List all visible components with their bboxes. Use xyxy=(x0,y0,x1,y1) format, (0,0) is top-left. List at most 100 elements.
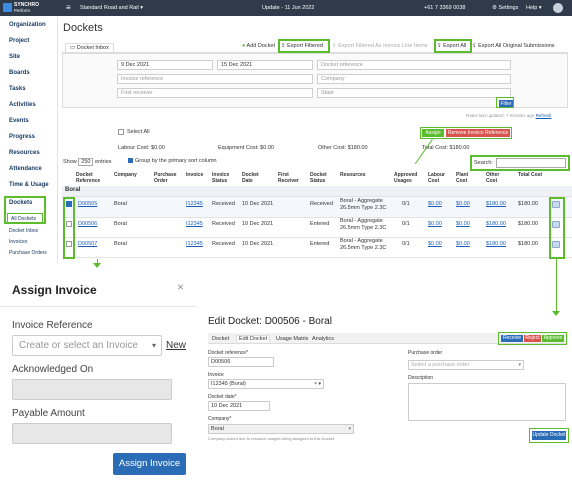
sidebar-item-site[interactable]: Site xyxy=(9,54,21,60)
description-textarea[interactable] xyxy=(408,383,566,421)
group-by-checkbox[interactable] xyxy=(128,158,133,163)
assign-invoice-button[interactable]: Assign Invoice xyxy=(113,453,186,475)
export-filtered-invoice-button[interactable]: ⇪ Export Filtered As Invoice Line Items xyxy=(332,43,427,49)
invoice-link[interactable]: I12345 xyxy=(186,201,203,207)
col-plant-cost[interactable]: Plant Cost xyxy=(456,172,469,184)
purchase-order-select[interactable]: Select a purchase order ▾ xyxy=(408,360,524,370)
tab-docket[interactable]: Docket xyxy=(212,336,230,342)
col-labour-cost[interactable]: Labour Cost xyxy=(428,172,445,184)
invoice-link[interactable]: I12345 xyxy=(186,221,203,227)
sidebar-item-tasks[interactable]: Tasks xyxy=(9,86,26,92)
col-docket-date[interactable]: Docket Date xyxy=(242,172,259,184)
invoice-reference-select[interactable]: Create or select an Invoice ▾ xyxy=(12,335,162,356)
invoice-select[interactable]: I12345 (Boral) × ▾ xyxy=(208,379,324,389)
settings-link[interactable]: ⚙ Settings xyxy=(492,5,519,11)
assign-button[interactable]: Assign xyxy=(422,129,444,137)
col-resources[interactable]: Resources xyxy=(340,172,366,178)
refresh-link[interactable]: Refresh xyxy=(535,113,552,118)
tab-usage-matrix[interactable]: Usage Matrix xyxy=(276,336,309,342)
row-checkbox[interactable] xyxy=(66,221,72,227)
table-row[interactable] xyxy=(62,197,572,217)
labour-cost-link[interactable]: $0.00 xyxy=(428,241,442,247)
export-filtered-button[interactable]: ⇪ Export Filtered xyxy=(281,43,323,49)
invoice-link[interactable]: I12345 xyxy=(186,241,203,247)
sidebar-item-organization[interactable]: Organization xyxy=(9,22,46,28)
sidebar-item-attendance[interactable]: Attendance xyxy=(9,166,42,172)
date-from-input[interactable]: 9 Dec 2021 xyxy=(117,60,213,70)
docket-ref-link[interactable]: D00506 xyxy=(78,221,98,227)
sidebar-item-boards[interactable]: Boards xyxy=(9,70,30,76)
col-total-cost[interactable]: Total Cost xyxy=(518,172,543,178)
sidebar-item-resources[interactable]: Resources xyxy=(9,150,40,156)
sidebar-item-dockets[interactable]: Dockets xyxy=(9,200,33,206)
filter-button[interactable]: Filter xyxy=(499,100,513,108)
labour-cost-link[interactable]: $0.00 xyxy=(428,201,442,207)
remove-invoice-reference-button[interactable]: Remove Invoice Reference xyxy=(446,129,510,137)
docket-reference-input[interactable]: D00506 xyxy=(208,357,274,367)
sidebar-sub-all-dockets[interactable]: All Dockets xyxy=(11,216,37,222)
update-docket-button[interactable]: Update Docket xyxy=(532,431,566,440)
help-menu[interactable]: Help ▾ xyxy=(526,5,542,11)
sidebar-sub-invoices[interactable]: Invoices xyxy=(9,239,28,245)
col-invoice-status[interactable]: Invoice Status xyxy=(212,172,230,184)
tab-docket-inbox[interactable]: ▭ Docket Inbox xyxy=(65,43,114,52)
update-notice[interactable]: Update - 11 Jun 2022 xyxy=(262,5,315,11)
col-first-receiver[interactable]: First Receiver xyxy=(278,172,299,184)
export-all-original-button[interactable]: ⇪ Export All Original Submissions xyxy=(472,43,555,49)
col-approved-usages[interactable]: Approved Usages xyxy=(394,172,418,184)
select-all-checkbox[interactable] xyxy=(118,129,124,135)
date-to-input[interactable]: 15 Dec 2021 xyxy=(217,60,313,70)
sidebar-item-progress[interactable]: Progress xyxy=(9,134,36,140)
docket-ref-link[interactable]: D00507 xyxy=(78,241,98,247)
row-checkbox[interactable] xyxy=(66,241,72,247)
col-docket-reference[interactable]: Docket Reference xyxy=(76,172,101,184)
company-filter[interactable]: Company xyxy=(317,74,511,84)
other-cost-link[interactable]: $180.00 xyxy=(486,241,506,247)
search-input[interactable] xyxy=(496,158,566,168)
invoice-reference-filter[interactable]: Invoice reference xyxy=(117,74,313,84)
edit-icon[interactable] xyxy=(552,201,560,208)
row-checkbox[interactable] xyxy=(66,201,72,207)
new-invoice-link[interactable]: New xyxy=(166,340,187,351)
sidebar-sub-docket-inbox[interactable]: Docket Inbox xyxy=(9,228,39,234)
sidebar-item-time-usage[interactable]: Time & Usage xyxy=(9,182,49,188)
add-docket-button[interactable]: ● Add Docket xyxy=(242,43,275,49)
edit-icon[interactable] xyxy=(552,241,560,248)
col-purchase-order[interactable]: Purchase Order xyxy=(154,172,177,184)
col-company[interactable]: Company xyxy=(114,172,137,178)
entries-select[interactable]: 250 xyxy=(78,158,94,166)
col-other-cost[interactable]: Other Cost xyxy=(486,172,500,184)
first-receiver-filter[interactable]: First receiver xyxy=(117,88,313,98)
tab-analytics[interactable]: Analytics xyxy=(312,336,335,342)
state-filter[interactable]: State xyxy=(317,88,511,98)
menu-icon[interactable]: ≡ xyxy=(66,3,71,12)
sidebar-item-activities[interactable]: Activities xyxy=(9,102,36,108)
plant-cost-link[interactable]: $0.00 xyxy=(456,241,470,247)
sidebar-item-project[interactable]: Project xyxy=(9,38,30,44)
approve-button[interactable]: Approve xyxy=(542,335,564,342)
labour-cost-link[interactable]: $0.00 xyxy=(428,221,442,227)
company-select[interactable]: Boral ▾ xyxy=(208,424,354,434)
close-icon[interactable]: × xyxy=(177,280,185,294)
reject-button[interactable]: Reject xyxy=(524,335,541,342)
plant-cost-link[interactable]: $0.00 xyxy=(456,221,470,227)
other-cost-link[interactable]: $180.00 xyxy=(486,201,506,207)
user-avatar[interactable] xyxy=(553,3,563,13)
plant-cost-link[interactable]: $0.00 xyxy=(456,201,470,207)
receive-button[interactable]: Receive xyxy=(501,335,523,342)
edit-icon[interactable] xyxy=(552,221,560,228)
docket-ref-link[interactable]: D00505 xyxy=(78,201,98,207)
export-all-button[interactable]: ⇪ Export All xyxy=(437,43,466,49)
col-invoice[interactable]: Invoice xyxy=(186,172,204,178)
sidebar-item-events[interactable]: Events xyxy=(9,118,29,124)
col-docket-status[interactable]: Docket Status xyxy=(310,172,327,184)
docket-date-input[interactable]: 10 Dec 2021 xyxy=(208,401,270,411)
acknowledged-on-input[interactable] xyxy=(12,379,172,400)
other-cost-link[interactable]: $180.00 xyxy=(486,221,506,227)
docket-reference-filter[interactable]: Docket reference xyxy=(317,60,511,70)
tab-edit-docket[interactable]: Edit Docket xyxy=(236,335,271,342)
project-selector[interactable]: Standard Road and Rail ▾ xyxy=(80,5,143,11)
sidebar-sub-purchase-orders[interactable]: Purchase Orders xyxy=(9,250,47,256)
payable-amount-input[interactable] xyxy=(12,423,172,444)
synchro-logo[interactable]: SYNCHRO Perform xyxy=(3,2,49,14)
